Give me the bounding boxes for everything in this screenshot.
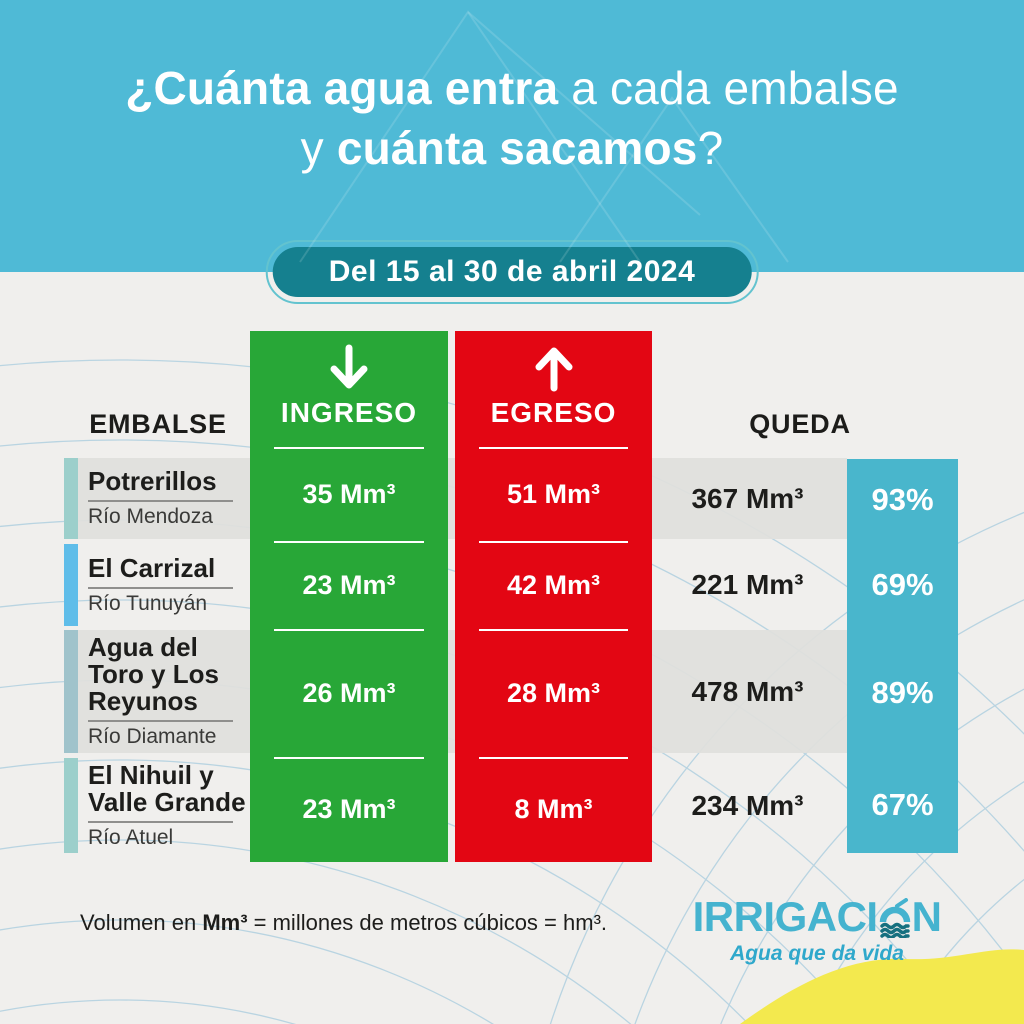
irrigacion-logo: IRRIGACI N Agua que da vida	[682, 896, 952, 966]
queda-value-4: 234 Mm³	[691, 789, 804, 821]
unit-note-bold: Mm³	[202, 910, 248, 935]
column-header-embalse: EMBALSE	[89, 409, 227, 439]
name-divider	[88, 720, 233, 722]
title-line2-post: ?	[697, 122, 724, 174]
logo-text-post: N	[911, 893, 942, 940]
percent-value-4: 67%	[871, 787, 934, 822]
river-name: Río Diamante	[88, 725, 217, 748]
ingreso-column-header: INGRESO	[250, 331, 448, 447]
unit-note-pre: Volumen en	[80, 910, 203, 935]
column-header-queda: QUEDA	[749, 409, 851, 439]
reservoir-name: El Nihuil y Valle Grande	[88, 759, 246, 817]
river-name: Río Atuel	[88, 825, 174, 849]
row-accent-bar-3	[64, 630, 78, 753]
egreso-value-4: 8 Mm³	[455, 757, 652, 862]
row-accent-bar-1	[64, 458, 78, 539]
queda-value-2: 221 Mm³	[691, 569, 804, 600]
river-name: Río Mendoza	[88, 505, 213, 528]
logo-text-pre: IRRIGACI	[692, 893, 879, 940]
ingreso-value-1: 35 Mm³	[250, 447, 448, 541]
ingreso-value-4: 23 Mm³	[250, 757, 448, 862]
title-line-2: y cuánta sacamos?	[0, 118, 1024, 178]
page-title: ¿Cuánta agua entra a cada embalse y cuán…	[0, 58, 1024, 178]
title-line2-pre: y	[300, 122, 337, 174]
egreso-column-header: EGRESO	[455, 331, 652, 447]
title-line1-bold: ¿Cuánta agua entra	[125, 62, 559, 114]
header-band	[0, 0, 1024, 272]
ingreso-value-2: 23 Mm³	[250, 541, 448, 629]
reservoir-name: El Carrizal	[88, 552, 216, 583]
name-divider	[88, 500, 233, 502]
queda-value-3: 478 Mm³	[691, 675, 804, 707]
ingreso-column: INGRESO 35 Mm³ 23 Mm³ 26 Mm³ 23 Mm³	[250, 331, 448, 862]
egreso-value-2: 42 Mm³	[455, 541, 652, 629]
logo-wave-o-icon	[879, 898, 910, 938]
name-divider	[88, 586, 233, 589]
egreso-value-1: 51 Mm³	[455, 447, 652, 541]
percent-value-1: 93%	[871, 482, 934, 517]
reservoir-cell-1: Potrerillos Río Mendoza	[88, 458, 260, 539]
reservoir-cell-3: Agua del Toro y Los Reyunos Río Diamante	[88, 630, 260, 753]
queda-value-1: 367 Mm³	[691, 482, 804, 514]
date-badge: Del 15 al 30 de abril 2024	[272, 247, 752, 297]
egreso-column: EGRESO 51 Mm³ 42 Mm³ 28 Mm³ 8 Mm³	[455, 331, 652, 862]
row-accent-bar-4	[64, 758, 78, 853]
logo-wordmark: IRRIGACI N	[693, 896, 942, 938]
reservoir-cell-2: El Carrizal Río Tunuyán	[88, 544, 260, 626]
logo-tagline: Agua que da vida	[730, 942, 904, 965]
unit-note: Volumen en Mm³ = millones de metros cúbi…	[80, 910, 607, 936]
river-name: Río Tunuyán	[88, 591, 208, 615]
egreso-value-3: 28 Mm³	[455, 629, 652, 757]
title-line-1: ¿Cuánta agua entra a cada embalse	[0, 58, 1024, 118]
reservoir-name: Potrerillos	[88, 466, 217, 496]
name-divider	[88, 820, 233, 823]
egreso-label: EGRESO	[490, 397, 617, 428]
reservoir-name: Agua del Toro y Los Reyunos	[88, 632, 219, 716]
row-accent-bar-2	[64, 544, 78, 626]
title-line2-bold: cuánta sacamos	[336, 122, 698, 174]
percentage-box: 93% 69% 89% 67%	[847, 459, 958, 853]
date-badge-ring: Del 15 al 30 de abril 2024	[265, 240, 759, 304]
arrow-up-icon	[535, 347, 572, 392]
unit-note-post: = millones de metros cúbicos = hm³.	[247, 910, 608, 935]
reservoir-cell-4: El Nihuil y Valle Grande Río Atuel	[88, 758, 260, 853]
percent-value-2: 69%	[871, 567, 934, 602]
ingreso-value-3: 26 Mm³	[250, 629, 448, 757]
percent-value-3: 89%	[871, 675, 934, 710]
title-line1-rest: a cada embalse	[558, 62, 899, 114]
arrow-down-icon	[330, 344, 368, 389]
ingreso-label: INGRESO	[280, 397, 418, 428]
